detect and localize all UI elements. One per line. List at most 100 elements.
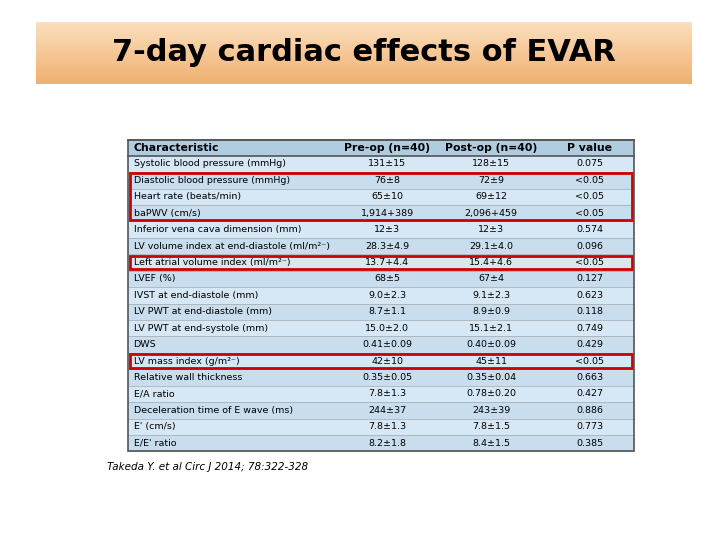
- Bar: [128, 303, 634, 320]
- Text: LV mass index (g/m²⁻): LV mass index (g/m²⁻): [133, 356, 239, 366]
- Bar: [128, 254, 634, 271]
- Text: 0.78±0.20: 0.78±0.20: [466, 389, 516, 399]
- Text: <0.05: <0.05: [575, 356, 604, 366]
- Text: 1,914+389: 1,914+389: [361, 208, 414, 218]
- Text: E/E' ratio: E/E' ratio: [133, 439, 176, 448]
- Bar: [130, 173, 632, 220]
- Text: baPWV (cm/s): baPWV (cm/s): [133, 208, 200, 218]
- Text: 7.8±1.3: 7.8±1.3: [368, 389, 406, 399]
- Text: 0.574: 0.574: [576, 225, 603, 234]
- Text: 7-day cardiac effects of EVAR: 7-day cardiac effects of EVAR: [112, 38, 616, 67]
- Text: 13.7+4.4: 13.7+4.4: [365, 258, 410, 267]
- Text: IVST at end-diastole (mm): IVST at end-diastole (mm): [133, 291, 258, 300]
- Text: Relative wall thickness: Relative wall thickness: [133, 373, 242, 382]
- Text: Deceleration time of E wave (ms): Deceleration time of E wave (ms): [133, 406, 292, 415]
- Bar: [128, 336, 634, 353]
- Bar: [128, 140, 634, 156]
- Bar: [130, 354, 632, 368]
- Text: 0.075: 0.075: [576, 159, 603, 168]
- Text: Takeda Y. et al Circ J 2014; 78:322-328: Takeda Y. et al Circ J 2014; 78:322-328: [107, 462, 308, 472]
- Text: 15.1±2.1: 15.1±2.1: [469, 323, 513, 333]
- Text: 9.0±2.3: 9.0±2.3: [368, 291, 406, 300]
- Text: 243±39: 243±39: [472, 406, 510, 415]
- Text: 0.35±0.04: 0.35±0.04: [466, 373, 516, 382]
- Bar: [128, 418, 634, 435]
- Text: 0.41±0.09: 0.41±0.09: [362, 340, 413, 349]
- Text: 69±12: 69±12: [475, 192, 507, 201]
- Text: 15.0±2.0: 15.0±2.0: [365, 323, 410, 333]
- Text: 0.773: 0.773: [576, 422, 603, 431]
- Text: Heart rate (beats/min): Heart rate (beats/min): [133, 192, 240, 201]
- Text: 12±3: 12±3: [374, 225, 400, 234]
- Bar: [128, 435, 634, 451]
- Text: 45±11: 45±11: [475, 356, 507, 366]
- Text: 8.2±1.8: 8.2±1.8: [369, 439, 406, 448]
- Text: <0.05: <0.05: [575, 176, 604, 185]
- Text: 0.429: 0.429: [576, 340, 603, 349]
- Text: 0.663: 0.663: [576, 373, 603, 382]
- Text: 28.3±4.9: 28.3±4.9: [365, 241, 410, 251]
- Text: 65±10: 65±10: [372, 192, 403, 201]
- Text: LV volume index at end-diastole (ml/m²⁻): LV volume index at end-diastole (ml/m²⁻): [133, 241, 330, 251]
- Text: 0.096: 0.096: [576, 241, 603, 251]
- Text: LVEF (%): LVEF (%): [133, 274, 175, 284]
- Text: 0.35±0.05: 0.35±0.05: [362, 373, 413, 382]
- Text: Pre-op (n=40): Pre-op (n=40): [344, 143, 431, 153]
- Bar: [128, 238, 634, 254]
- Text: <0.05: <0.05: [575, 208, 604, 218]
- Bar: [128, 402, 634, 418]
- Text: 29.1±4.0: 29.1±4.0: [469, 241, 513, 251]
- Text: 76±8: 76±8: [374, 176, 400, 185]
- Text: <0.05: <0.05: [575, 258, 604, 267]
- Text: 0.886: 0.886: [576, 406, 603, 415]
- Text: 0.623: 0.623: [576, 291, 603, 300]
- Bar: [128, 156, 634, 172]
- Bar: [130, 255, 632, 269]
- Text: 42±10: 42±10: [372, 356, 403, 366]
- Text: Characteristic: Characteristic: [133, 143, 219, 153]
- Text: 0.385: 0.385: [576, 439, 603, 448]
- Text: 2,096+459: 2,096+459: [464, 208, 518, 218]
- Text: 67±4: 67±4: [478, 274, 504, 284]
- Text: 0.127: 0.127: [576, 274, 603, 284]
- Bar: [128, 140, 634, 451]
- Text: Diastolic blood pressure (mmHg): Diastolic blood pressure (mmHg): [133, 176, 289, 185]
- Text: E/A ratio: E/A ratio: [133, 389, 174, 399]
- Text: <0.05: <0.05: [575, 192, 604, 201]
- Text: 0.40±0.09: 0.40±0.09: [466, 340, 516, 349]
- Bar: [128, 188, 634, 205]
- Text: Systolic blood pressure (mmHg): Systolic blood pressure (mmHg): [133, 159, 286, 168]
- Text: 0.427: 0.427: [576, 389, 603, 399]
- Text: 131±15: 131±15: [368, 159, 406, 168]
- Text: 8.9±0.9: 8.9±0.9: [472, 307, 510, 316]
- Text: 15.4+4.6: 15.4+4.6: [469, 258, 513, 267]
- Text: Inferior vena cava dimension (mm): Inferior vena cava dimension (mm): [133, 225, 301, 234]
- Text: LV PWT at end-systole (mm): LV PWT at end-systole (mm): [133, 323, 268, 333]
- Text: 72±9: 72±9: [478, 176, 504, 185]
- Text: 7.8±1.5: 7.8±1.5: [472, 422, 510, 431]
- Text: DWS: DWS: [133, 340, 156, 349]
- Text: 8.4±1.5: 8.4±1.5: [472, 439, 510, 448]
- Text: 68±5: 68±5: [374, 274, 400, 284]
- Text: 8.7±1.1: 8.7±1.1: [369, 307, 406, 316]
- Text: 244±37: 244±37: [368, 406, 406, 415]
- Text: 12±3: 12±3: [478, 225, 504, 234]
- Bar: [128, 386, 634, 402]
- Text: P value: P value: [567, 143, 612, 153]
- Text: 0.118: 0.118: [576, 307, 603, 316]
- Text: 0.749: 0.749: [576, 323, 603, 333]
- Bar: [128, 369, 634, 386]
- Bar: [128, 320, 634, 336]
- Text: Left atrial volume index (ml/m²⁻): Left atrial volume index (ml/m²⁻): [133, 258, 290, 267]
- Text: E' (cm/s): E' (cm/s): [133, 422, 175, 431]
- Bar: [128, 271, 634, 287]
- Text: 7.8±1.3: 7.8±1.3: [368, 422, 406, 431]
- Text: 9.1±2.3: 9.1±2.3: [472, 291, 510, 300]
- Bar: [128, 172, 634, 188]
- Text: 128±15: 128±15: [472, 159, 510, 168]
- Text: Post-op (n=40): Post-op (n=40): [445, 143, 537, 153]
- Bar: [128, 205, 634, 221]
- Text: LV PWT at end-diastole (mm): LV PWT at end-diastole (mm): [133, 307, 271, 316]
- Bar: [128, 287, 634, 303]
- Bar: [128, 221, 634, 238]
